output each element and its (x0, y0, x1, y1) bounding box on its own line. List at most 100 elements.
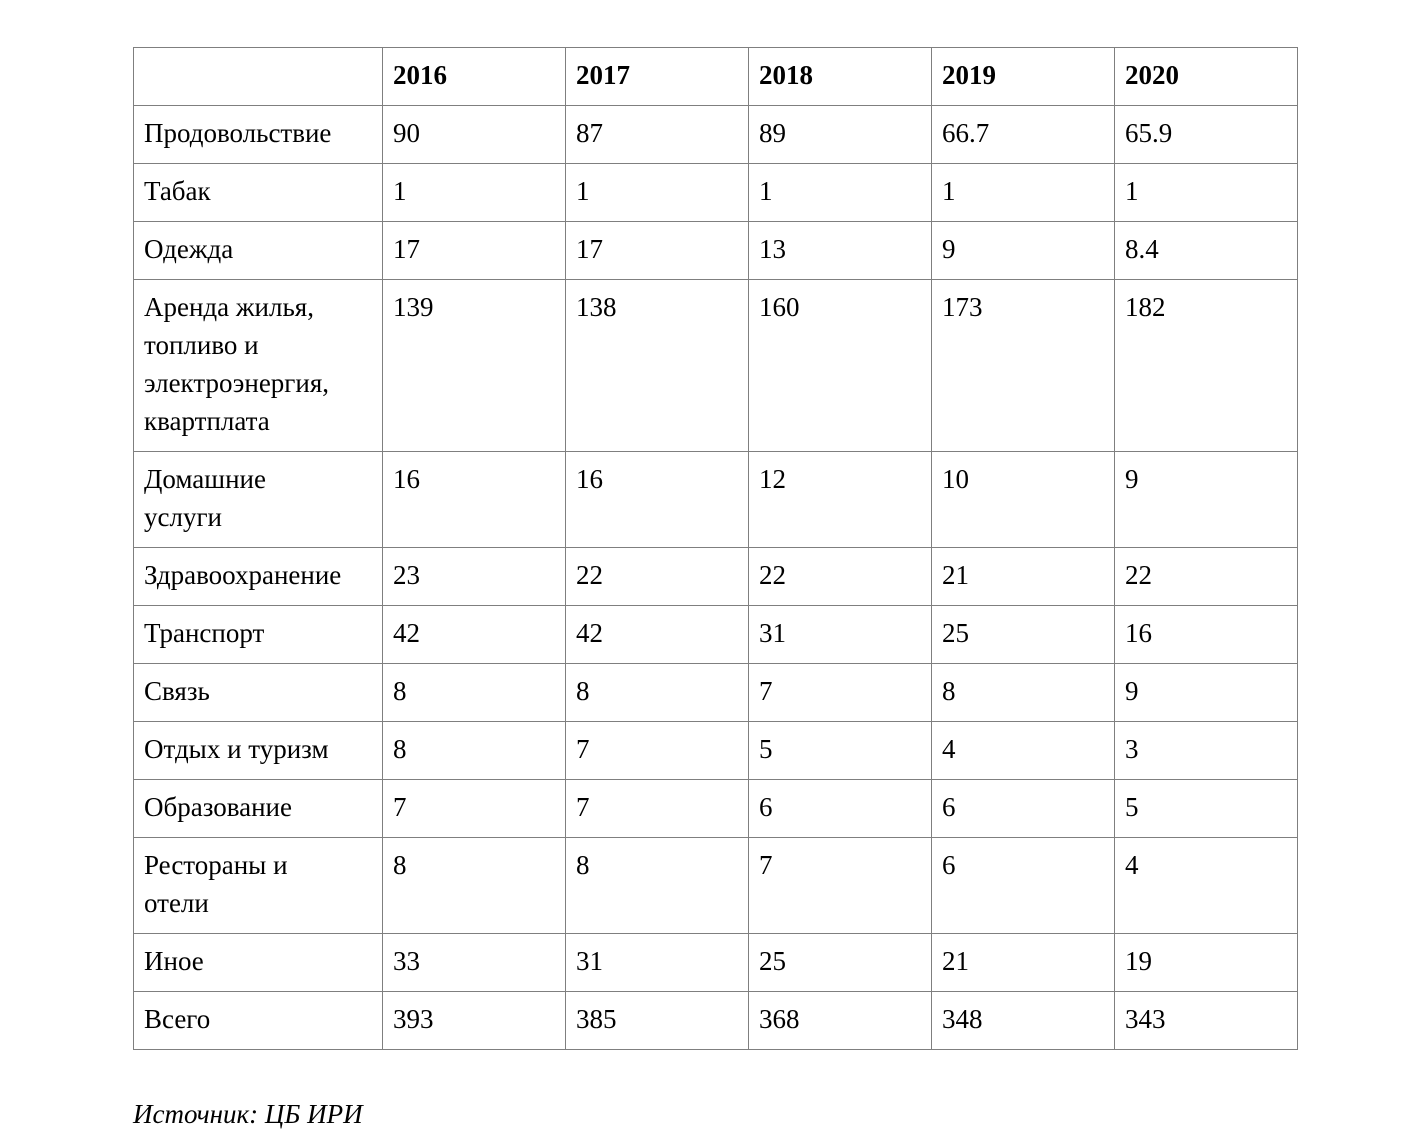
table-cell: 1 (1114, 163, 1298, 222)
table-cell: 21 (931, 547, 1115, 606)
table-cell: 7 (565, 721, 749, 780)
row-label: Связь (133, 663, 383, 722)
column-header: 2019 (931, 47, 1115, 106)
table-row: Транспорт 42 42 31 25 16 (133, 605, 1298, 664)
table-cell: 17 (382, 221, 566, 280)
table-body: Продовольствие 90 87 89 66.7 65.9 Табак 1 1 1 1 1 Од… (133, 105, 1298, 1050)
table-cell: 1 (748, 163, 932, 222)
table-row: Табак 1 1 1 1 1 (133, 163, 1298, 222)
row-label: Отдых и туризм (133, 721, 383, 780)
table-cell: 89 (748, 105, 932, 164)
table-cell: 22 (748, 547, 932, 606)
table-cell: 16 (382, 451, 566, 548)
table-row: Всего 393 385 368 348 343 (133, 991, 1298, 1050)
table-row: Связь 8 8 7 8 9 (133, 663, 1298, 722)
row-label: Здравоохранение (133, 547, 383, 606)
table-cell: 4 (931, 721, 1115, 780)
table-cell: 8 (382, 663, 566, 722)
table-row: Образование 7 7 6 6 5 (133, 779, 1298, 838)
table-cell: 9 (1114, 451, 1298, 548)
column-header: 2020 (1114, 47, 1298, 106)
table-cell: 31 (748, 605, 932, 664)
document-content: 2016 2017 2018 2019 2020 Продовольствие 90 87 8… (133, 47, 1298, 1133)
table-cell: 42 (565, 605, 749, 664)
table-cell: 16 (565, 451, 749, 548)
table-cell: 385 (565, 991, 749, 1050)
table-cell: 1 (565, 163, 749, 222)
table-cell: 4 (1114, 837, 1298, 934)
row-label: Продовольствие (133, 105, 383, 164)
table-cell: 7 (565, 779, 749, 838)
table-cell: 1 (931, 163, 1115, 222)
table-cell: 19 (1114, 933, 1298, 992)
table-cell: 348 (931, 991, 1115, 1050)
table-row: Отдых и туризм 8 7 5 4 3 (133, 721, 1298, 780)
table-cell: 8 (382, 837, 566, 934)
table-cell: 8 (931, 663, 1115, 722)
table-cell: 6 (931, 837, 1115, 934)
table-cell: 8 (565, 837, 749, 934)
table-cell: 65.9 (1114, 105, 1298, 164)
column-header: 2018 (748, 47, 932, 106)
table-header: 2016 2017 2018 2019 2020 (133, 47, 1298, 106)
table-row: Одежда 17 17 13 9 8.4 (133, 221, 1298, 280)
header-row: 2016 2017 2018 2019 2020 (133, 47, 1298, 106)
table-cell: 25 (931, 605, 1115, 664)
table-cell: 6 (748, 779, 932, 838)
table-cell: 7 (748, 663, 932, 722)
table-cell: 22 (1114, 547, 1298, 606)
row-label: Аренда жилья, топливо и электроэнергия, … (133, 279, 383, 452)
table-cell: 25 (748, 933, 932, 992)
table-cell: 7 (382, 779, 566, 838)
table-cell: 10 (931, 451, 1115, 548)
table-cell: 343 (1114, 991, 1298, 1050)
table-row: Продовольствие 90 87 89 66.7 65.9 (133, 105, 1298, 164)
table-cell: 87 (565, 105, 749, 164)
table-row: Аренда жилья, топливо и электроэнергия, … (133, 279, 1298, 452)
table-cell: 16 (1114, 605, 1298, 664)
row-label: Табак (133, 163, 383, 222)
table-cell: 3 (1114, 721, 1298, 780)
table-cell: 8 (382, 721, 566, 780)
table-cell: 160 (748, 279, 932, 452)
row-label: Всего (133, 991, 383, 1050)
table-cell: 22 (565, 547, 749, 606)
table-cell: 7 (748, 837, 932, 934)
row-label: Домашние услуги (133, 451, 383, 548)
row-label: Рестораны и отели (133, 837, 383, 934)
source-note: Источник: ЦБ ИРИ (133, 1099, 363, 1129)
table-cell: 23 (382, 547, 566, 606)
row-label: Образование (133, 779, 383, 838)
table-row: Домашние услуги 16 16 12 10 9 (133, 451, 1298, 548)
table-cell: 173 (931, 279, 1115, 452)
table-row: Здравоохранение 23 22 22 21 22 (133, 547, 1298, 606)
table-cell: 138 (565, 279, 749, 452)
table-cell: 33 (382, 933, 566, 992)
table-cell: 31 (565, 933, 749, 992)
row-label: Иное (133, 933, 383, 992)
table-cell: 1 (382, 163, 566, 222)
table-cell: 6 (931, 779, 1115, 838)
table-cell: 9 (931, 221, 1115, 280)
table-cell: 17 (565, 221, 749, 280)
column-header: 2017 (565, 47, 749, 106)
table-cell: 66.7 (931, 105, 1115, 164)
table-cell: 8 (565, 663, 749, 722)
table-cell: 13 (748, 221, 932, 280)
table-cell: 12 (748, 451, 932, 548)
table-cell: 42 (382, 605, 566, 664)
table-cell: 182 (1114, 279, 1298, 452)
table-cell: 5 (748, 721, 932, 780)
table-row: Иное 33 31 25 21 19 (133, 933, 1298, 992)
table-cell: 8.4 (1114, 221, 1298, 280)
table-cell: 368 (748, 991, 932, 1050)
table-cell: 21 (931, 933, 1115, 992)
table-cell: 139 (382, 279, 566, 452)
table-cell: 9 (1114, 663, 1298, 722)
row-label: Транспорт (133, 605, 383, 664)
row-label: Одежда (133, 221, 383, 280)
table-cell: 393 (382, 991, 566, 1050)
expenditure-table: 2016 2017 2018 2019 2020 Продовольствие 90 87 8… (133, 47, 1298, 1050)
column-header: 2016 (382, 47, 566, 106)
